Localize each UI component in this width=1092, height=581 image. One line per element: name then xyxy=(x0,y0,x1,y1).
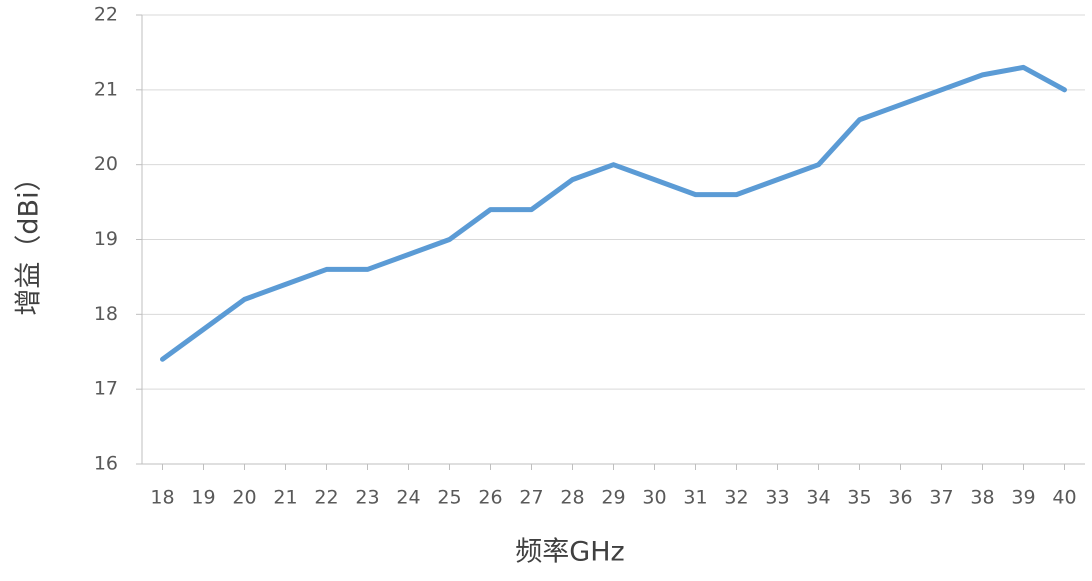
x-tick-label: 28 xyxy=(560,487,584,509)
x-tick-label: 40 xyxy=(1052,487,1076,509)
x-tick-label: 35 xyxy=(847,487,871,509)
x-tick-label: 27 xyxy=(519,487,543,509)
x-tick-label: 25 xyxy=(437,487,461,509)
y-tick-label: 16 xyxy=(94,453,118,475)
x-tick-label: 23 xyxy=(355,487,379,509)
x-tick-label: 36 xyxy=(888,487,912,509)
x-tick-label: 34 xyxy=(806,487,830,509)
x-tick-label: 39 xyxy=(1011,487,1035,509)
x-tick-label: 26 xyxy=(478,487,502,509)
x-tick-label: 18 xyxy=(150,487,174,509)
x-tick-label: 20 xyxy=(232,487,256,509)
x-tick-label: 19 xyxy=(191,487,215,509)
x-tick-label: 30 xyxy=(642,487,666,509)
x-tick-label: 21 xyxy=(273,487,297,509)
x-tick-label: 24 xyxy=(396,487,420,509)
y-tick-label: 19 xyxy=(94,228,118,250)
x-tick-label: 31 xyxy=(683,487,707,509)
y-tick-label: 18 xyxy=(94,303,118,325)
x-tick-label: 29 xyxy=(601,487,625,509)
x-tick-label: 38 xyxy=(970,487,994,509)
x-axis-label: 频率GHz xyxy=(515,537,624,568)
data-line xyxy=(160,64,1067,362)
x-tick-label: 22 xyxy=(314,487,338,509)
x-tick-label: 33 xyxy=(765,487,789,509)
y-tick-label: 21 xyxy=(94,78,118,100)
y-tick-label: 17 xyxy=(94,378,118,400)
x-tick-label: 37 xyxy=(929,487,953,509)
y-axis-label: 增益（dBi） xyxy=(14,164,45,315)
x-tick-label: 32 xyxy=(724,487,748,509)
y-tick-label: 22 xyxy=(94,4,118,26)
y-tick-label: 20 xyxy=(94,153,118,175)
